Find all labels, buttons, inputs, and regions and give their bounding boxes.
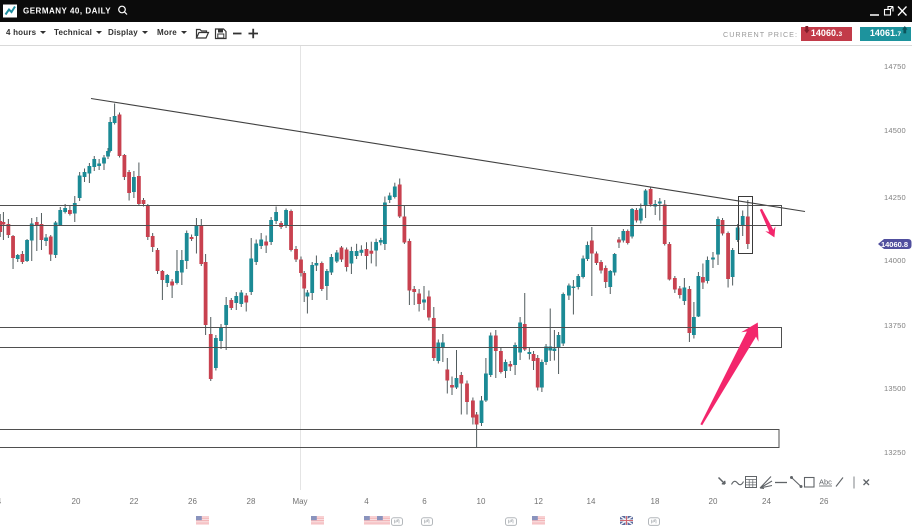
svg-text:GERMANY 40, DAILY: GERMANY 40, DAILY <box>23 7 111 16</box>
svg-text:14060.8: 14060.8 <box>881 240 908 249</box>
svg-text:Abc: Abc <box>819 478 832 487</box>
